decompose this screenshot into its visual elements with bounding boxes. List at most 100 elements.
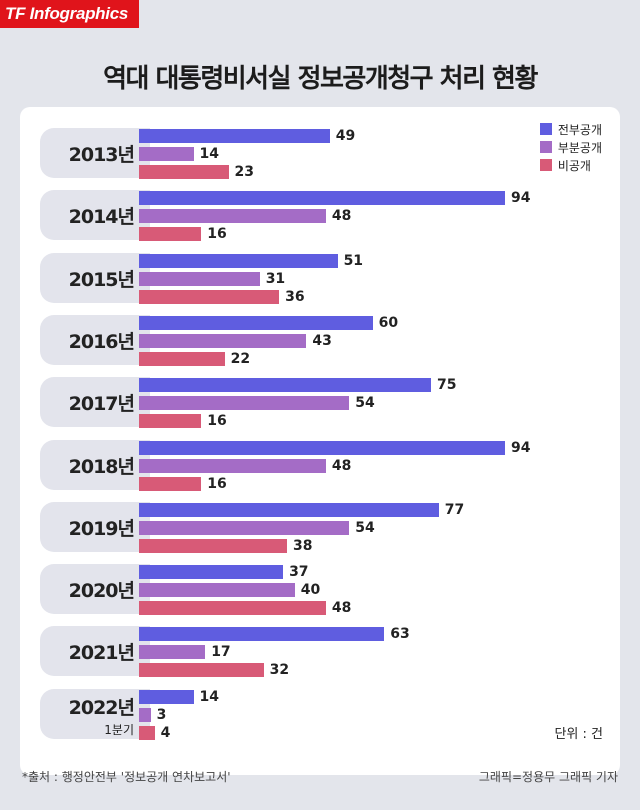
data-label: 77 (444, 501, 465, 518)
data-label: 51 (343, 252, 364, 269)
legend-item: 전부공개 (539, 120, 602, 138)
tick-label: 2016년 (68, 330, 135, 353)
bar-부분공개 (139, 396, 350, 411)
tick-label: 2019년 (68, 517, 135, 540)
bar-부분공개 (139, 333, 307, 348)
legend-label: 부분공개 (557, 140, 602, 155)
brand-logo: TF Infographics (0, 0, 139, 28)
bar-전부공개 (139, 191, 505, 206)
category-row: 2018년 94 48 16 (40, 439, 620, 492)
data-label: 49 (335, 128, 356, 144)
bar-전부공개 (139, 565, 284, 580)
category-label-pill: 2015년 (40, 252, 150, 303)
data-label: 94 (511, 439, 531, 456)
data-label: 60 (378, 314, 399, 331)
bar-전부공개 (139, 253, 338, 268)
legend-item: 부분공개 (539, 138, 602, 156)
data-label: 63 (390, 626, 410, 643)
data-label: 48 (331, 457, 352, 474)
bar-부분공개 (139, 645, 206, 660)
category-label-pill: 2018년 (40, 439, 150, 490)
bar-부분공개 (139, 520, 350, 535)
data-label: 16 (207, 475, 227, 492)
category-row: 2014년 94 48 16 (40, 190, 620, 243)
category-label-pill: 1분기 2022년 (40, 688, 150, 739)
data-label: 48 (331, 600, 352, 617)
tick-label: 2017년 (68, 393, 135, 416)
data-label: 16 (207, 413, 227, 430)
category-label-pill: 2013년 (40, 128, 150, 178)
data-label: 14 (199, 688, 219, 705)
data-label: 43 (312, 332, 332, 349)
bar-비공개 (139, 289, 280, 304)
tick-label: 2022년 (68, 696, 135, 719)
bar-부분공개 (139, 458, 326, 473)
bar-부분공개 (139, 271, 260, 286)
unit-label: 단위 : 건 (554, 727, 603, 742)
data-label: 16 (207, 226, 227, 243)
tick-label: 2015년 (68, 268, 135, 291)
category-label-pill: 2019년 (40, 501, 150, 552)
tick-sublabel: 1분기 (104, 722, 134, 737)
category-label-pill: 2014년 (40, 190, 150, 241)
data-label: 37 (289, 564, 309, 581)
category-label-pill: 2020년 (40, 564, 150, 615)
data-label: 54 (355, 519, 375, 536)
credit-note: 그래픽=정용무 그래픽 기자 (478, 770, 618, 784)
bar-비공개 (139, 601, 326, 616)
bar-전부공개 (139, 378, 432, 393)
tick-label: 2021년 (68, 642, 135, 665)
bar-전부공개 (139, 689, 194, 704)
source-note: *출처 : 행정안전부 '정보공개 연차보고서' (22, 770, 231, 784)
category-label-pill: 2021년 (40, 626, 150, 677)
bar-부분공개 (139, 583, 295, 598)
data-label: 3 (156, 706, 167, 723)
data-label: 31 (265, 270, 286, 287)
legend-item: 비공개 (539, 156, 602, 174)
data-label: 75 (437, 377, 457, 394)
tick-label: 2014년 (68, 206, 135, 229)
legend-swatch (539, 159, 552, 171)
bar-비공개 (139, 227, 202, 242)
data-label: 14 (199, 146, 219, 162)
bar-비공개 (139, 538, 287, 553)
bar-전부공개 (139, 129, 330, 143)
data-label: 40 (300, 582, 321, 599)
tick-label: 2013년 (68, 144, 135, 166)
data-label: 54 (355, 395, 375, 412)
category-row: 2019년 77 54 38 (40, 501, 620, 554)
category-row: 2017년 75 54 16 (40, 377, 620, 430)
legend-label: 비공개 (557, 158, 591, 173)
category-row: 2021년 63 17 32 (40, 626, 620, 679)
bar-전부공개 (139, 440, 505, 455)
bar-전부공개 (139, 502, 439, 517)
data-label: 48 (331, 208, 352, 225)
data-label: 4 (160, 724, 171, 741)
category-row: 2013년 49 14 23 (40, 128, 620, 180)
data-label: 23 (234, 164, 255, 180)
legend-swatch (539, 123, 552, 135)
bar-비공개 (139, 725, 155, 740)
legend: 전부공개 부분공개 비공개 (539, 120, 602, 174)
data-label: 36 (285, 288, 305, 305)
bar-비공개 (139, 476, 202, 491)
bar-비공개 (139, 351, 225, 366)
data-label: 94 (511, 190, 531, 207)
chart-title: 역대 대통령비서실 정보공개청구 처리 현황 (103, 64, 538, 94)
data-label: 32 (269, 662, 290, 679)
legend-swatch (539, 141, 552, 153)
legend-label: 전부공개 (557, 122, 602, 137)
bar-부분공개 (139, 707, 151, 722)
data-label: 17 (211, 644, 231, 661)
tick-label: 2018년 (68, 455, 135, 478)
bar-비공개 (139, 165, 229, 179)
bar-비공개 (139, 663, 264, 678)
bar-전부공개 (139, 315, 373, 330)
category-row: 2016년 60 43 22 (40, 314, 620, 366)
bar-비공개 (139, 414, 202, 429)
bar-부분공개 (139, 147, 194, 161)
bar-부분공개 (139, 209, 326, 224)
data-label: 38 (292, 537, 313, 554)
category-row: 2015년 51 31 36 (40, 252, 620, 305)
category-row: 1분기 2022년 14 3 4 (40, 688, 620, 741)
